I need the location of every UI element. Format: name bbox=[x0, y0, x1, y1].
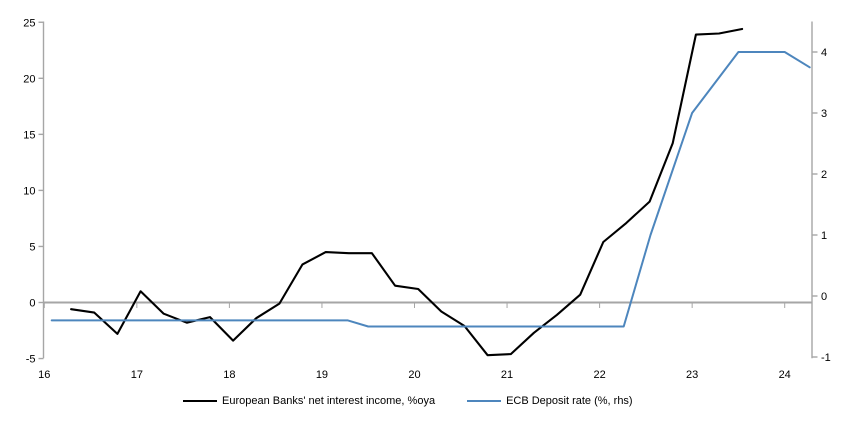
legend-line-sample-ecb bbox=[467, 400, 502, 402]
x-axis-tick-label: 19 bbox=[316, 369, 328, 381]
right-axis-tick-label: 0 bbox=[821, 291, 827, 303]
right-axis-tick-label: 3 bbox=[821, 108, 827, 120]
x-axis-tick-label: 22 bbox=[593, 369, 605, 381]
series-line-ecb-deposit-rate bbox=[50, 51, 811, 328]
legend-line-sample-nii bbox=[183, 400, 217, 402]
left-axis-tick-label: 10 bbox=[23, 185, 35, 197]
legend-label-ecb: ECB Deposit rate (%, rhs) bbox=[506, 395, 633, 407]
x-axis-tick-label: 17 bbox=[131, 369, 143, 381]
left-axis-tick-label: 5 bbox=[29, 241, 35, 253]
chart-legend: European Banks' net interest income, %oy… bbox=[183, 395, 633, 407]
x-axis-tick-label: 16 bbox=[38, 369, 50, 381]
left-axis-tick-label: 15 bbox=[23, 129, 35, 141]
x-axis-tick-label: 20 bbox=[408, 369, 420, 381]
series-line-nii bbox=[70, 27, 744, 357]
x-axis-tick-label: 18 bbox=[223, 369, 235, 381]
left-axis-tick-label: 25 bbox=[23, 17, 35, 29]
left-axis-tick-label: 0 bbox=[29, 298, 35, 310]
right-axis-tick-label: 2 bbox=[821, 169, 827, 181]
legend-item-ecb-deposit-rate: ECB Deposit rate (%, rhs) bbox=[467, 395, 633, 407]
right-axis-tick-label: 1 bbox=[821, 230, 827, 242]
right-axis-tick-label: -1 bbox=[821, 352, 831, 364]
left-axis-tick-label: -5 bbox=[26, 354, 36, 366]
x-axis-tick-label: 21 bbox=[501, 369, 513, 381]
left-axis-tick-label: 20 bbox=[23, 73, 35, 85]
legend-item-nii: European Banks' net interest income, %oy… bbox=[183, 395, 435, 407]
right-axis-tick-label: 4 bbox=[821, 47, 827, 59]
legend-label-nii: European Banks' net interest income, %oy… bbox=[222, 395, 436, 407]
x-axis-tick-label: 23 bbox=[686, 369, 698, 381]
x-axis-tick-label: 24 bbox=[779, 369, 791, 381]
